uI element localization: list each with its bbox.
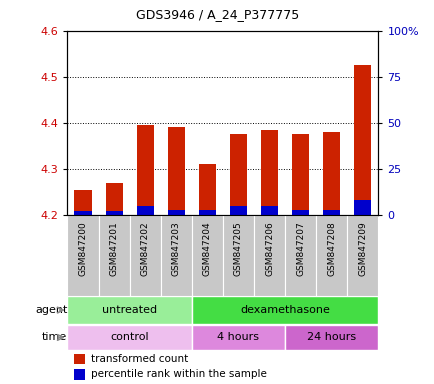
Text: transformed count: transformed count (91, 354, 187, 364)
Text: GSM847206: GSM847206 (264, 222, 273, 276)
Text: dexamethasone: dexamethasone (240, 305, 329, 315)
Text: GDS3946 / A_24_P377775: GDS3946 / A_24_P377775 (135, 8, 299, 21)
Bar (292, 134, 309, 215)
Bar (191, 325, 285, 350)
Bar (285, 325, 378, 350)
Bar (322, 132, 339, 215)
Bar (67, 325, 191, 350)
Text: GSM847208: GSM847208 (326, 222, 335, 276)
Text: GSM847205: GSM847205 (233, 222, 243, 276)
Bar (73, 354, 84, 364)
Bar (354, 200, 371, 215)
Text: GSM847204: GSM847204 (202, 222, 211, 276)
Bar (191, 296, 378, 324)
Bar (105, 211, 122, 215)
Text: GSM847202: GSM847202 (140, 222, 149, 276)
Bar (73, 369, 84, 379)
Text: GSM847207: GSM847207 (296, 222, 305, 276)
Text: control: control (110, 333, 148, 343)
Bar (292, 210, 309, 215)
Bar (253, 215, 285, 296)
Bar (222, 215, 253, 296)
Text: GSM847201: GSM847201 (109, 222, 118, 276)
Text: time: time (42, 333, 67, 343)
Bar (322, 210, 339, 215)
Bar (354, 65, 371, 215)
Bar (198, 164, 215, 215)
Bar (74, 211, 91, 215)
Text: GSM847203: GSM847203 (171, 222, 181, 276)
Bar (260, 206, 277, 215)
Text: GSM847200: GSM847200 (78, 222, 87, 276)
Bar (260, 130, 277, 215)
Bar (136, 125, 153, 215)
Text: 24 hours: 24 hours (306, 333, 355, 343)
Bar (168, 210, 184, 215)
Text: 4 hours: 4 hours (217, 333, 259, 343)
Bar (67, 215, 98, 296)
Bar (74, 190, 91, 215)
Bar (230, 206, 247, 215)
Bar (346, 215, 378, 296)
Text: GSM847209: GSM847209 (358, 222, 367, 276)
Bar (67, 296, 191, 324)
Text: untreated: untreated (102, 305, 157, 315)
Bar (230, 134, 247, 215)
Bar (285, 215, 316, 296)
Text: agent: agent (35, 305, 67, 315)
Bar (98, 215, 129, 296)
Bar (129, 215, 161, 296)
Text: percentile rank within the sample: percentile rank within the sample (91, 369, 266, 379)
Bar (198, 210, 215, 215)
Bar (316, 215, 347, 296)
Bar (191, 215, 223, 296)
Bar (168, 127, 184, 215)
Bar (136, 206, 153, 215)
Bar (105, 183, 122, 215)
Bar (161, 215, 191, 296)
